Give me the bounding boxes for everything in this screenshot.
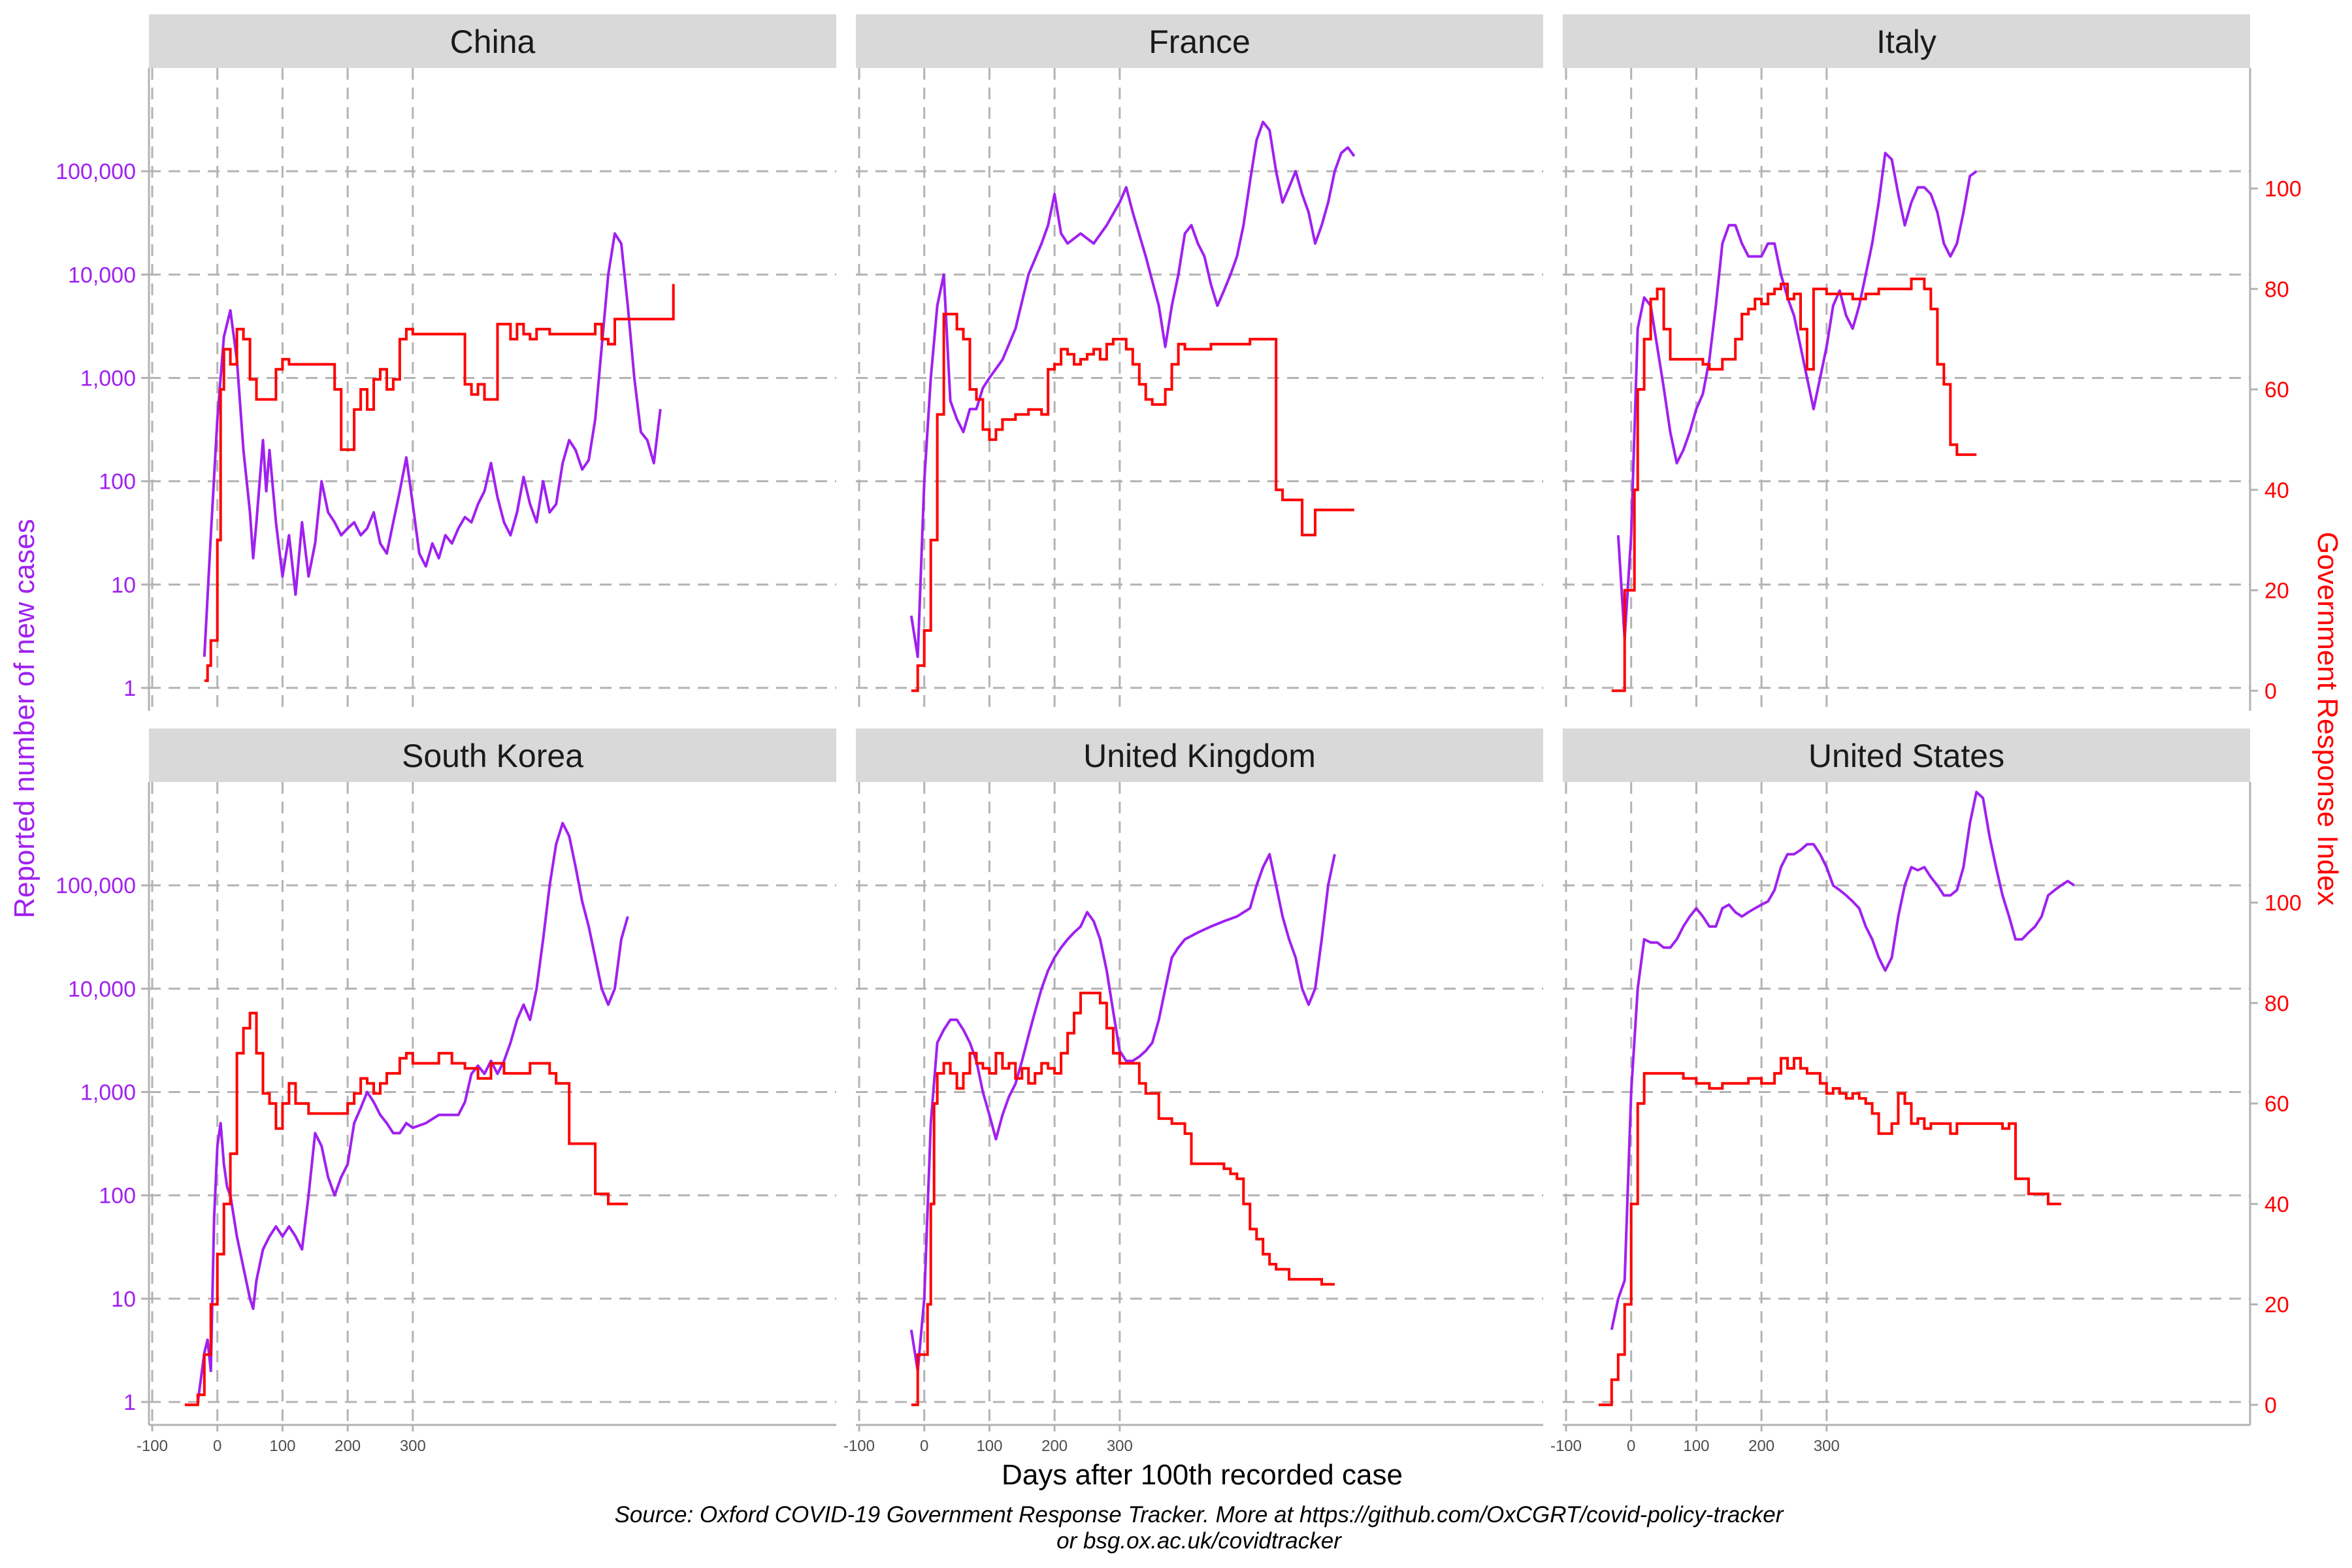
facet-strip-china — [149, 14, 836, 68]
y-left-tick-label: 100,000 — [56, 159, 136, 184]
y-left-tick-label: 10,000 — [68, 977, 136, 1002]
x-tick-label: 200 — [1041, 1437, 1068, 1455]
y-right-tick-label: 0 — [2264, 1393, 2277, 1418]
facet-title-united-states: United States — [1808, 738, 2004, 774]
x-tick-label: 100 — [976, 1437, 1002, 1455]
facet-strip-france — [856, 14, 1543, 68]
x-tick-label: -100 — [137, 1437, 168, 1455]
x-tick-label: 200 — [1748, 1437, 1774, 1455]
y-left-tick-label: 10 — [111, 1287, 136, 1312]
source-caption-line-2: or bsg.ox.ac.uk/covidtracker — [1056, 1528, 1342, 1554]
y-left-tick-label: 1 — [123, 676, 136, 701]
panel-south-korea: South Korea 1 10 100 1,000 10,000 100,000 -100 0… — [56, 728, 836, 1455]
y-left-tick-label: 1,000 — [80, 1080, 136, 1105]
y-right-tick-label: 60 — [2264, 1092, 2289, 1117]
panel-united-states: United States 0 20 40 60 80 100 -100 0 100 200 300 — [1550, 728, 2302, 1455]
y-right-tick-label: 80 — [2264, 991, 2289, 1016]
y-right-tick-label: 20 — [2264, 579, 2289, 604]
series-response-index-italy — [1611, 277, 1977, 693]
y-axis-title-left: Reported number of new cases — [8, 519, 41, 918]
x-tick-label: 100 — [269, 1437, 295, 1455]
y-axis-title-right: Government Response Index — [2311, 532, 2344, 906]
x-tick-label: 0 — [920, 1437, 928, 1455]
series-cases-united-states — [1610, 791, 2075, 1330]
series-response-index-united-kingdom — [911, 991, 1335, 1407]
x-tick-label: -100 — [1550, 1437, 1582, 1455]
panel-france: France — [856, 14, 1543, 711]
series-response-index-france — [911, 312, 1354, 693]
y-right-tick-label: 80 — [2264, 277, 2289, 302]
x-tick-label: 0 — [213, 1437, 221, 1455]
panel-italy: Italy 0 20 40 60 80 100 — [1563, 14, 2302, 711]
panel-united-kingdom: United Kingdom -100 0 100 200 300 — [843, 728, 1543, 1455]
facet-strip-united-states — [1563, 728, 2250, 782]
panel-china: China 1 10 100 1,000 10,000 100,000 — [56, 14, 836, 711]
y-right-tick-label: 40 — [2264, 478, 2289, 503]
series-response-index-south-korea — [184, 1011, 628, 1407]
y-right-tick-label: 20 — [2264, 1293, 2289, 1318]
y-right-tick-label: 0 — [2264, 679, 2277, 704]
x-tick-label: 0 — [1627, 1437, 1635, 1455]
x-tick-label: -100 — [843, 1437, 875, 1455]
series-response-index-china — [204, 284, 675, 682]
y-right-tick-label: 60 — [2264, 378, 2289, 402]
facet-title-china: China — [450, 24, 536, 60]
series-cases-italy — [1616, 152, 1978, 640]
x-tick-label: 100 — [1683, 1437, 1709, 1455]
y-right-tick-label: 40 — [2264, 1192, 2289, 1217]
series-cases-south-korea — [196, 821, 629, 1403]
series-cases-china — [203, 232, 662, 657]
facet-title-italy: Italy — [1876, 24, 1936, 60]
y-right-tick-label: 100 — [2264, 891, 2302, 916]
x-tick-label: 300 — [400, 1437, 426, 1455]
series-response-index-united-states — [1598, 1056, 2061, 1407]
facet-title-united-kingdom: United Kingdom — [1083, 738, 1316, 774]
y-left-tick-label: 10,000 — [68, 263, 136, 287]
series-cases-france — [909, 120, 1356, 659]
series-cases-united-kingdom — [909, 853, 1336, 1373]
y-left-tick-label: 100 — [99, 470, 136, 495]
y-left-tick-label: 100 — [99, 1184, 136, 1209]
y-left-tick-label: 1 — [123, 1390, 136, 1415]
x-tick-label: 300 — [1107, 1437, 1133, 1455]
y-left-tick-label: 10 — [111, 573, 136, 598]
x-axis-title: Days after 100th recorded case — [1002, 1459, 1403, 1491]
facet-strip-united-kingdom — [856, 728, 1543, 782]
facet-title-south-korea: South Korea — [402, 738, 583, 774]
facet-strip-south-korea — [149, 728, 836, 782]
y-right-tick-label: 100 — [2264, 177, 2302, 202]
x-tick-label: 300 — [1814, 1437, 1840, 1455]
facet-title-france: France — [1149, 24, 1250, 60]
source-caption-line-1: Source: Oxford COVID-19 Government Respo… — [615, 1502, 1784, 1527]
x-tick-label: 200 — [335, 1437, 361, 1455]
facet-strip-italy — [1563, 14, 2250, 68]
y-left-tick-label: 100,000 — [56, 874, 136, 898]
y-left-tick-label: 1,000 — [80, 366, 136, 391]
